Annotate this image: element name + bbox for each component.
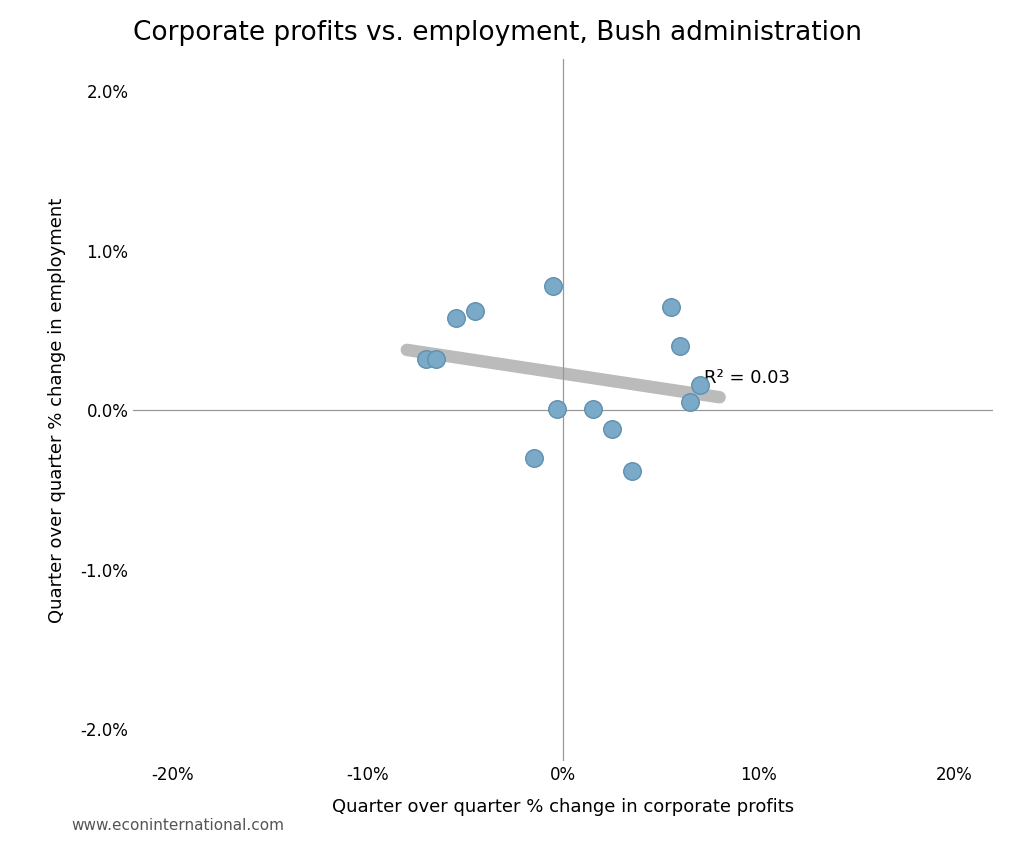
Point — [585, 402, 601, 415]
Point — [549, 402, 565, 415]
Text: www.econinternational.com: www.econinternational.com — [72, 818, 285, 833]
X-axis label: Quarter over quarter % change in corporate profits: Quarter over quarter % change in corpora… — [332, 798, 795, 816]
Text: R² = 0.03: R² = 0.03 — [703, 370, 790, 387]
Text: Corporate profits vs. employment, Bush administration: Corporate profits vs. employment, Bush a… — [133, 19, 862, 46]
Point — [525, 452, 542, 465]
Point — [604, 423, 621, 437]
Point — [467, 305, 483, 318]
Point — [624, 464, 640, 478]
Point — [545, 279, 561, 293]
Point — [428, 353, 444, 366]
Y-axis label: Quarter over quarter % change in employment: Quarter over quarter % change in employm… — [48, 198, 67, 623]
Point — [692, 378, 709, 392]
Point — [682, 396, 698, 409]
Point — [447, 311, 464, 325]
Point — [673, 340, 689, 354]
Point — [418, 353, 434, 366]
Point — [663, 299, 679, 313]
